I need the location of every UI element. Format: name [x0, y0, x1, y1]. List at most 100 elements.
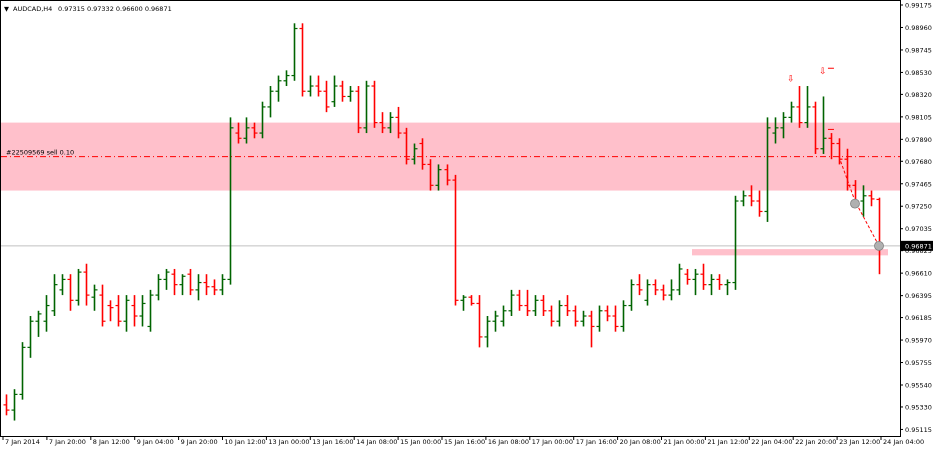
candle-bar: [347, 86, 354, 102]
candle-bar: [211, 279, 218, 296]
plot-area: [0, 0, 901, 437]
x-tick-label: 15 Jan 16:00: [444, 438, 485, 446]
candle-bar: [860, 185, 867, 217]
candle-bar: [259, 101, 266, 139]
candle-bar: [147, 289, 154, 332]
candle-bar: [11, 389, 18, 421]
candle-bar: [676, 263, 683, 296]
x-tick-label: 21 Jan 00:00: [664, 438, 705, 446]
trade-markers: ⇩⇩: [787, 67, 884, 251]
candle-bar: [307, 75, 314, 97]
candle-bar: [427, 159, 434, 191]
sell-arrow-icon: ⇩: [819, 67, 827, 77]
candle-bar: [492, 310, 499, 332]
candle-bar: [460, 295, 467, 311]
candle-bar: [516, 289, 523, 311]
y-tick-label: 0.97250: [905, 203, 932, 211]
candle-bar: [51, 274, 58, 317]
candle-bar: [107, 300, 114, 322]
candle-bar: [243, 117, 250, 144]
x-tick-label: 8 Jan 12:00: [93, 438, 130, 446]
candle-bar: [604, 305, 611, 322]
y-tick-label: 0.97465: [905, 180, 932, 188]
y-tick-label: 0.96610: [905, 270, 932, 278]
candle-bar: [19, 342, 26, 400]
order-close-marker: [874, 240, 884, 251]
candle-bar: [139, 295, 146, 327]
candle-bar: [83, 263, 90, 306]
candle-bar: [764, 117, 771, 222]
candle-bar: [187, 268, 194, 296]
y-tick-label: 0.95540: [905, 382, 932, 390]
candle-bar: [99, 284, 106, 327]
candle-bar: [387, 112, 394, 134]
candle-bar: [756, 190, 763, 217]
x-tick-label: 22 Jan 20:00: [795, 438, 836, 446]
candle-bar: [708, 274, 715, 296]
candle-bar: [331, 75, 338, 107]
y-tick-label: 0.96825: [905, 247, 932, 255]
candle-bar: [163, 268, 170, 290]
candle-bar: [435, 164, 442, 191]
candle-bar: [227, 117, 234, 285]
current-price-tag: [901, 240, 933, 251]
candle-bar: [620, 300, 627, 332]
candle-bar: [371, 80, 378, 128]
y-tick-label: 0.95115: [905, 426, 932, 434]
chart-menu-icon[interactable]: ▼: [4, 5, 9, 13]
candle-bar: [395, 106, 402, 139]
x-tick-label: 21 Jan 12:00: [707, 438, 748, 446]
candle-bar: [476, 295, 483, 348]
candle-bar: [868, 190, 875, 207]
x-tick-label: 7 Jan 2014: [5, 438, 40, 446]
x-tick-label: 23 Jan 12:00: [839, 438, 880, 446]
candle-bar: [644, 279, 651, 306]
chart-symbol-title: AUDCAD,H4: [13, 5, 52, 13]
x-tick-label: 7 Jan 20:00: [49, 438, 86, 446]
candle-bar: [468, 295, 475, 306]
candle-bar: [299, 23, 306, 97]
candle-bar: [203, 274, 210, 296]
candle-bar: [123, 295, 130, 332]
candle-bar: [580, 310, 587, 327]
support-zone: [692, 249, 888, 256]
candle-bar: [363, 80, 370, 134]
candle-bar: [251, 122, 258, 139]
candle-bars: [3, 23, 883, 421]
candle-bar: [812, 101, 819, 154]
x-tick-label: 17 Jan 16:00: [576, 438, 617, 446]
candle-bar: [788, 101, 795, 123]
candle-bar: [131, 295, 138, 327]
candle-bar: [195, 274, 202, 301]
candle-bar: [275, 75, 282, 102]
candle-bar: [67, 274, 74, 311]
y-tick-label: 0.95755: [905, 359, 932, 367]
y-tick-label: 0.97890: [905, 136, 932, 144]
candle-bar: [660, 284, 667, 301]
candle-bar: [3, 394, 10, 416]
candle-bar: [403, 127, 410, 165]
candle-bar: [115, 295, 122, 327]
candle-bar: [612, 305, 619, 332]
order-label: #22509569 sell 0.10: [6, 149, 74, 157]
candle-bar: [267, 86, 274, 118]
chart-ohlc-values: 0.97315 0.97332 0.96600 0.96871: [58, 5, 172, 13]
candle-bar: [700, 263, 707, 290]
candle-bar: [564, 295, 571, 317]
candle-bar: [27, 316, 34, 358]
candle-bar: [628, 279, 635, 311]
price-axis: 0.99175 0.98960 0.98745 0.98530 0.98320 0.981…: [900, 2, 932, 434]
y-tick-label: 0.95970: [905, 337, 932, 345]
sell-arrow-icon: ⇩: [787, 74, 795, 84]
candle-bar: [732, 195, 739, 290]
candle-bar: [379, 112, 386, 134]
y-tick-label: 0.98320: [905, 91, 932, 99]
candle-bar: [796, 86, 803, 128]
candle-bar: [411, 143, 418, 165]
x-tick-label: 13 Jan 00:00: [268, 438, 309, 446]
candle-bar: [484, 316, 491, 348]
candle-bar: [419, 138, 426, 170]
candle-bar: [772, 117, 779, 144]
x-tick-label: 22 Jan 04:00: [751, 438, 792, 446]
